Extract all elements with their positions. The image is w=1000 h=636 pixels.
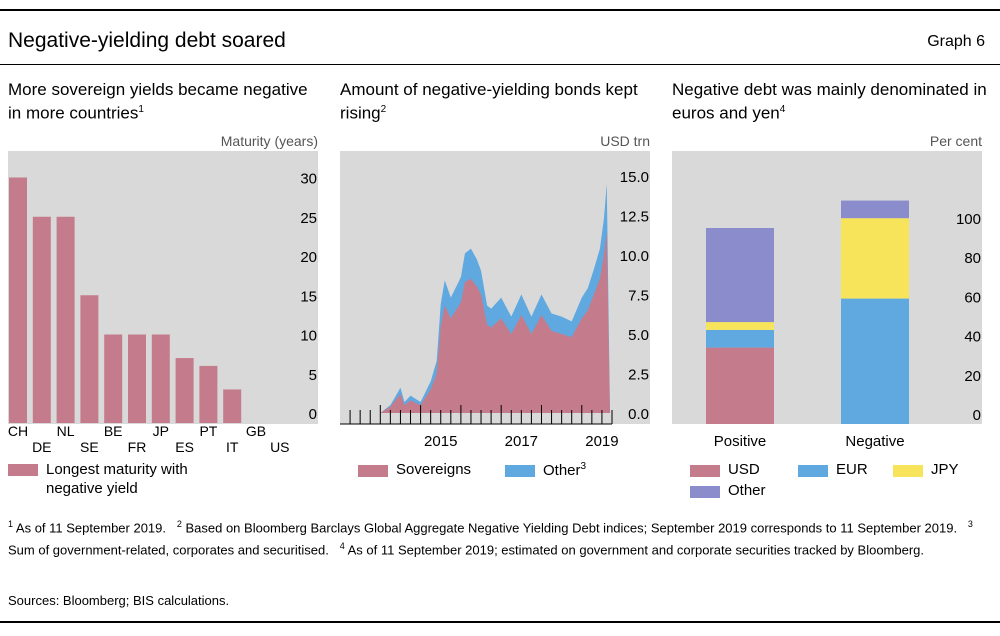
- legend-jpy: JPY: [893, 461, 959, 478]
- x-tick-label: PT: [199, 423, 217, 439]
- bar-se: [80, 295, 99, 423]
- y-tick-label: 10: [300, 328, 317, 345]
- legend-label-maturity: Longest maturity with negative yield: [46, 461, 188, 497]
- panel-3-title: Negative debt was mainly denominated in …: [672, 80, 987, 123]
- legend-swatch-jpy: [893, 465, 923, 477]
- area-sovereigns: [380, 231, 610, 413]
- bar-it: [223, 389, 242, 423]
- x-tick-label: IT: [226, 439, 239, 455]
- y-tick-label: 0.0: [628, 406, 649, 423]
- y-tick-label: 2.5: [628, 367, 649, 384]
- x-tick-label: 2019: [585, 433, 618, 450]
- sources: Sources: Bloomberg; BIS calculations.: [8, 593, 230, 608]
- y-tick-label: 30: [300, 171, 317, 188]
- bar-positive-other: [706, 228, 774, 323]
- legend-swatch-other-bonds: [505, 465, 535, 477]
- bar-positive-usd: [706, 347, 774, 424]
- panel-2-title: Amount of negative-yielding bonds kept r…: [340, 80, 638, 123]
- title-rule: [0, 64, 1000, 65]
- legend-other-currency: Other: [690, 482, 766, 499]
- bar-positive-jpy: [706, 322, 774, 330]
- y-tick-label: 100: [956, 211, 981, 228]
- x-tick-label: JP: [153, 423, 169, 439]
- bar-es: [175, 358, 194, 423]
- bar-fr: [128, 334, 146, 423]
- graph-number: Graph 6: [927, 33, 985, 50]
- y-tick-label: 7.5: [628, 288, 649, 305]
- panel-2-unit: USD trn: [600, 133, 650, 149]
- legend-usd: USD: [690, 461, 760, 478]
- legend-label-jpy: JPY: [931, 461, 959, 478]
- y-tick-label: 20: [300, 249, 317, 266]
- bar-de: [32, 216, 51, 423]
- x-tick-label: GB: [246, 423, 266, 439]
- y-tick-label: 10.0: [620, 248, 649, 265]
- x-tick-label: 2017: [505, 433, 538, 450]
- x-tick-label: NL: [57, 423, 75, 439]
- y-tick-label: 20: [964, 368, 981, 385]
- x-tick-label: Positive: [714, 433, 767, 450]
- bottom-rule: [0, 621, 1000, 623]
- legend-eur: EUR: [798, 461, 868, 478]
- bar-positive-eur: [706, 329, 774, 348]
- y-tick-label: 80: [964, 250, 981, 267]
- top-rule: [0, 9, 1000, 11]
- bar-negative-jpy: [841, 218, 909, 299]
- y-tick-label: 25: [300, 210, 317, 227]
- legend-swatch-usd: [690, 465, 720, 477]
- footnotes: 1 As of 11 September 2019. 2 Based on Bl…: [8, 519, 973, 558]
- bar-negative-other: [841, 200, 909, 219]
- y-tick-label: 0: [973, 407, 981, 424]
- legend-label-other-currency: Other: [728, 482, 766, 499]
- bar-negative-eur: [841, 298, 909, 424]
- panel-1-title: More sovereign yields became negative in…: [8, 80, 308, 123]
- y-tick-label: 5: [309, 367, 317, 384]
- bar-ch: [9, 177, 27, 423]
- legend-swatch-sovereigns: [358, 465, 388, 477]
- x-tick-label: 2015: [424, 433, 457, 450]
- legend-maturity: Longest maturity with negative yield: [8, 460, 248, 498]
- panel-3-unit: Per cent: [929, 133, 982, 149]
- x-tick-label: ES: [175, 439, 194, 455]
- bar-nl: [56, 216, 75, 423]
- graph-title: Negative-yielding debt soared: [8, 29, 286, 52]
- legend-label-usd: USD: [728, 461, 760, 478]
- x-tick-label: FR: [128, 439, 147, 455]
- y-tick-label: 5.0: [628, 327, 649, 344]
- x-tick-label: US: [270, 439, 289, 455]
- bar-jp: [151, 334, 170, 423]
- y-tick-label: 15: [300, 288, 317, 305]
- x-tick-label: SE: [80, 439, 99, 455]
- y-tick-label: 40: [964, 329, 981, 346]
- legend-label-sovereigns: Sovereigns: [396, 461, 472, 478]
- panel-1-unit: Maturity (years): [220, 133, 318, 149]
- y-tick-label: 12.5: [620, 209, 649, 226]
- legend-label-other-bonds: Other3: [543, 461, 587, 479]
- x-tick-label: DE: [32, 439, 51, 455]
- x-tick-label: CH: [8, 423, 28, 439]
- bar-pt: [199, 365, 218, 423]
- y-tick-label: 15.0: [620, 169, 649, 186]
- bar-be: [104, 334, 123, 423]
- legend-swatch-other-currency: [690, 486, 720, 498]
- x-tick-label: BE: [104, 423, 123, 439]
- legend-other-bonds: Other3: [505, 461, 586, 479]
- y-tick-label: 0: [309, 406, 317, 423]
- legend-swatch-maturity: [8, 464, 38, 476]
- legend-sovereigns: Sovereigns: [358, 461, 471, 478]
- x-tick-label: Negative: [845, 433, 904, 450]
- legend-swatch-eur: [798, 465, 828, 477]
- legend-label-eur: EUR: [836, 461, 868, 478]
- y-tick-label: 60: [964, 289, 981, 306]
